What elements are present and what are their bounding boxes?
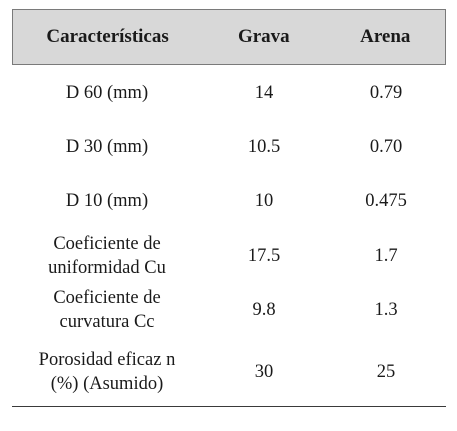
table-row: D 30 (mm) 10.5 0.70 — [12, 120, 446, 173]
arena-value: 1.7 — [374, 245, 398, 266]
header-grava: Grava — [237, 25, 290, 47]
grava-value: 17.5 — [247, 245, 281, 266]
arena-value: 25 — [376, 361, 396, 382]
table-row: D 10 (mm) 10 0.475 — [12, 173, 446, 228]
row-label: Coeficiente de curvatura Cc — [53, 288, 161, 332]
row-label: D 60 (mm) — [65, 82, 149, 103]
grava-value: 9.8 — [252, 300, 276, 320]
grava-value: 30 — [254, 361, 274, 382]
characteristics-table: Características Grava Arena D 60 (mm) 14… — [12, 9, 446, 407]
header-arena: Arena — [360, 25, 411, 47]
arena-value: 0.70 — [369, 136, 403, 157]
row-label: D 30 (mm) — [65, 136, 149, 157]
arena-value: 0.79 — [369, 82, 403, 103]
table-row: Coeficiente de curvatura Cc 9.8 1.3 — [12, 283, 446, 337]
row-label: Porosidad eficaz n (%) (Asumido) — [38, 349, 176, 394]
table-row: Coeficiente de uniformidad Cu 17.5 1.7 — [12, 228, 446, 283]
arena-value: 0.475 — [365, 190, 407, 211]
header-caracteristicas: Características — [46, 25, 169, 47]
grava-value: 14 — [254, 82, 274, 103]
arena-value: 1.3 — [374, 300, 398, 320]
row-label: Coeficiente de uniformidad Cu — [48, 233, 166, 278]
table-row: D 60 (mm) 14 0.79 — [12, 65, 446, 120]
bottom-rule — [12, 406, 446, 407]
grava-value: 10.5 — [247, 136, 281, 157]
row-label: D 10 (mm) — [65, 190, 149, 211]
grava-value: 10 — [254, 190, 274, 211]
table-row: Porosidad eficaz n (%) (Asumido) 30 25 — [12, 337, 446, 406]
table-header: Características Grava Arena — [12, 9, 446, 65]
